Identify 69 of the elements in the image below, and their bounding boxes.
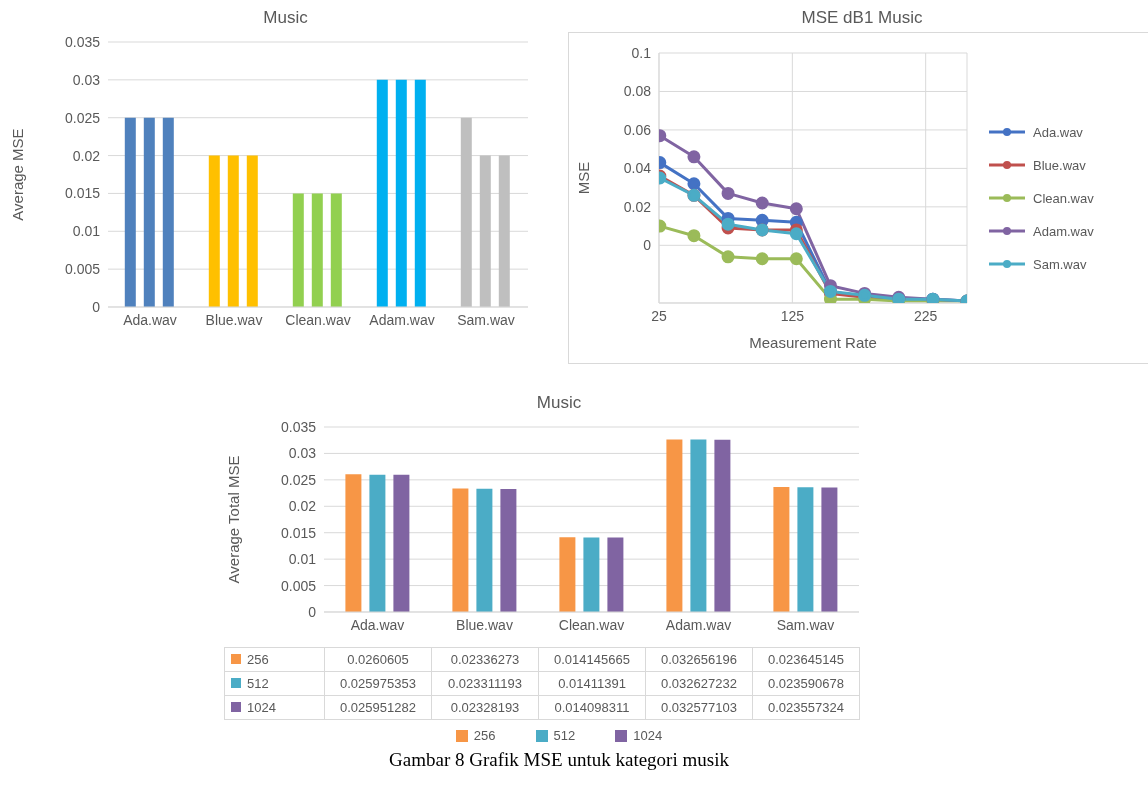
x-tick-label: 125 — [780, 307, 805, 324]
y-tick-label: 0 — [92, 298, 101, 315]
y-tick-label: 0.025 — [280, 471, 317, 488]
data-label: 0.023645145 — [752, 647, 860, 672]
x-tick-label: Sam.wav — [457, 311, 515, 328]
y-axis-title: Average MSE — [9, 128, 27, 221]
y-tick-label: 0.015 — [280, 524, 317, 541]
chart-title: Music — [535, 393, 583, 414]
data-label: 0.023557324 — [752, 695, 860, 720]
y-tick-label: 0.005 — [64, 261, 101, 278]
text: 1024 — [247, 699, 276, 715]
x-tick-label: Clean.wav — [285, 311, 351, 328]
legend-label: Clean.wav — [1033, 190, 1094, 206]
x-axis-title: Measurement Rate — [749, 334, 877, 351]
x-tick-label: Sam.wav — [776, 616, 835, 633]
data-label: 0.014145665 — [538, 647, 646, 672]
y-tick-label: 0.025 — [64, 109, 101, 126]
x-tick-label: Blue.wav — [456, 616, 513, 633]
y-tick-label: 0.01 — [72, 223, 101, 240]
data-label: 0.032627232 — [645, 671, 753, 696]
text: 256 — [473, 728, 496, 743]
data-label: 0.014098311 — [538, 695, 646, 720]
chart-title: Music — [262, 8, 309, 29]
x-tick-label: Adam.wav — [665, 616, 732, 633]
data-label: 0.02328193 — [431, 695, 539, 720]
y-tick-label: 0 — [308, 603, 317, 620]
y-tick-label: 0.015 — [64, 185, 101, 202]
y-tick-label: 0.02 — [623, 198, 652, 215]
y-tick-label: 0.03 — [288, 445, 317, 462]
x-tick-label: Adam.wav — [369, 311, 435, 328]
legend-label: 256 — [246, 651, 269, 667]
y-axis-title: MSE — [575, 161, 593, 195]
y-tick-label: 0.02 — [288, 498, 317, 515]
x-tick-label: Blue.wav — [205, 311, 263, 328]
data-label: 0.01411391 — [538, 671, 646, 696]
data-label: 0.025951282 — [324, 695, 432, 720]
data-label: 0.0260605 — [324, 647, 432, 672]
y-tick-label: 0.1 — [631, 44, 652, 61]
legend-label: Sam.wav — [1033, 256, 1087, 272]
chart-title: MSE dB1 Music — [800, 8, 924, 29]
text: Gambar 8 Grafik MSE untuk kategori musik — [388, 749, 730, 771]
y-tick-label: 0.005 — [280, 577, 317, 594]
data-label: 0.023311193 — [431, 671, 539, 696]
y-tick-label: 0.035 — [280, 418, 317, 435]
y-tick-label: 0.02 — [72, 147, 101, 164]
x-tick-label: Clean.wav — [558, 616, 625, 633]
y-tick-label: 0.01 — [288, 551, 317, 568]
x-tick-label: 225 — [913, 307, 938, 324]
legend-label: 512 — [553, 728, 576, 743]
y-tick-label: 0.06 — [623, 121, 652, 138]
data-label: 0.023590678 — [752, 671, 860, 696]
legend-label: Blue.wav — [1033, 157, 1086, 173]
legend-label: 1024 — [633, 728, 663, 743]
data-label: 0.02336273 — [431, 647, 539, 672]
y-tick-label: 0.04 — [623, 160, 652, 177]
legend-label: Adam.wav — [1033, 223, 1094, 239]
y-tick-label: 0 — [643, 237, 652, 254]
x-tick-label: Ada.wav — [123, 311, 177, 328]
y-tick-label: 0.03 — [72, 71, 101, 88]
data-label: 0.025975353 — [324, 671, 432, 696]
x-tick-label: Ada.wav — [350, 616, 405, 633]
data-label: 0.032656196 — [645, 647, 753, 672]
text: 512 — [247, 675, 269, 691]
y-axis-title: Average Total MSE — [225, 455, 243, 584]
x-tick-label: 25 — [651, 307, 667, 324]
y-tick-label: 0.035 — [64, 33, 101, 50]
legend-label: Ada.wav — [1033, 124, 1083, 140]
y-tick-label: 0.08 — [623, 83, 652, 100]
data-label: 0.032577103 — [645, 695, 753, 720]
